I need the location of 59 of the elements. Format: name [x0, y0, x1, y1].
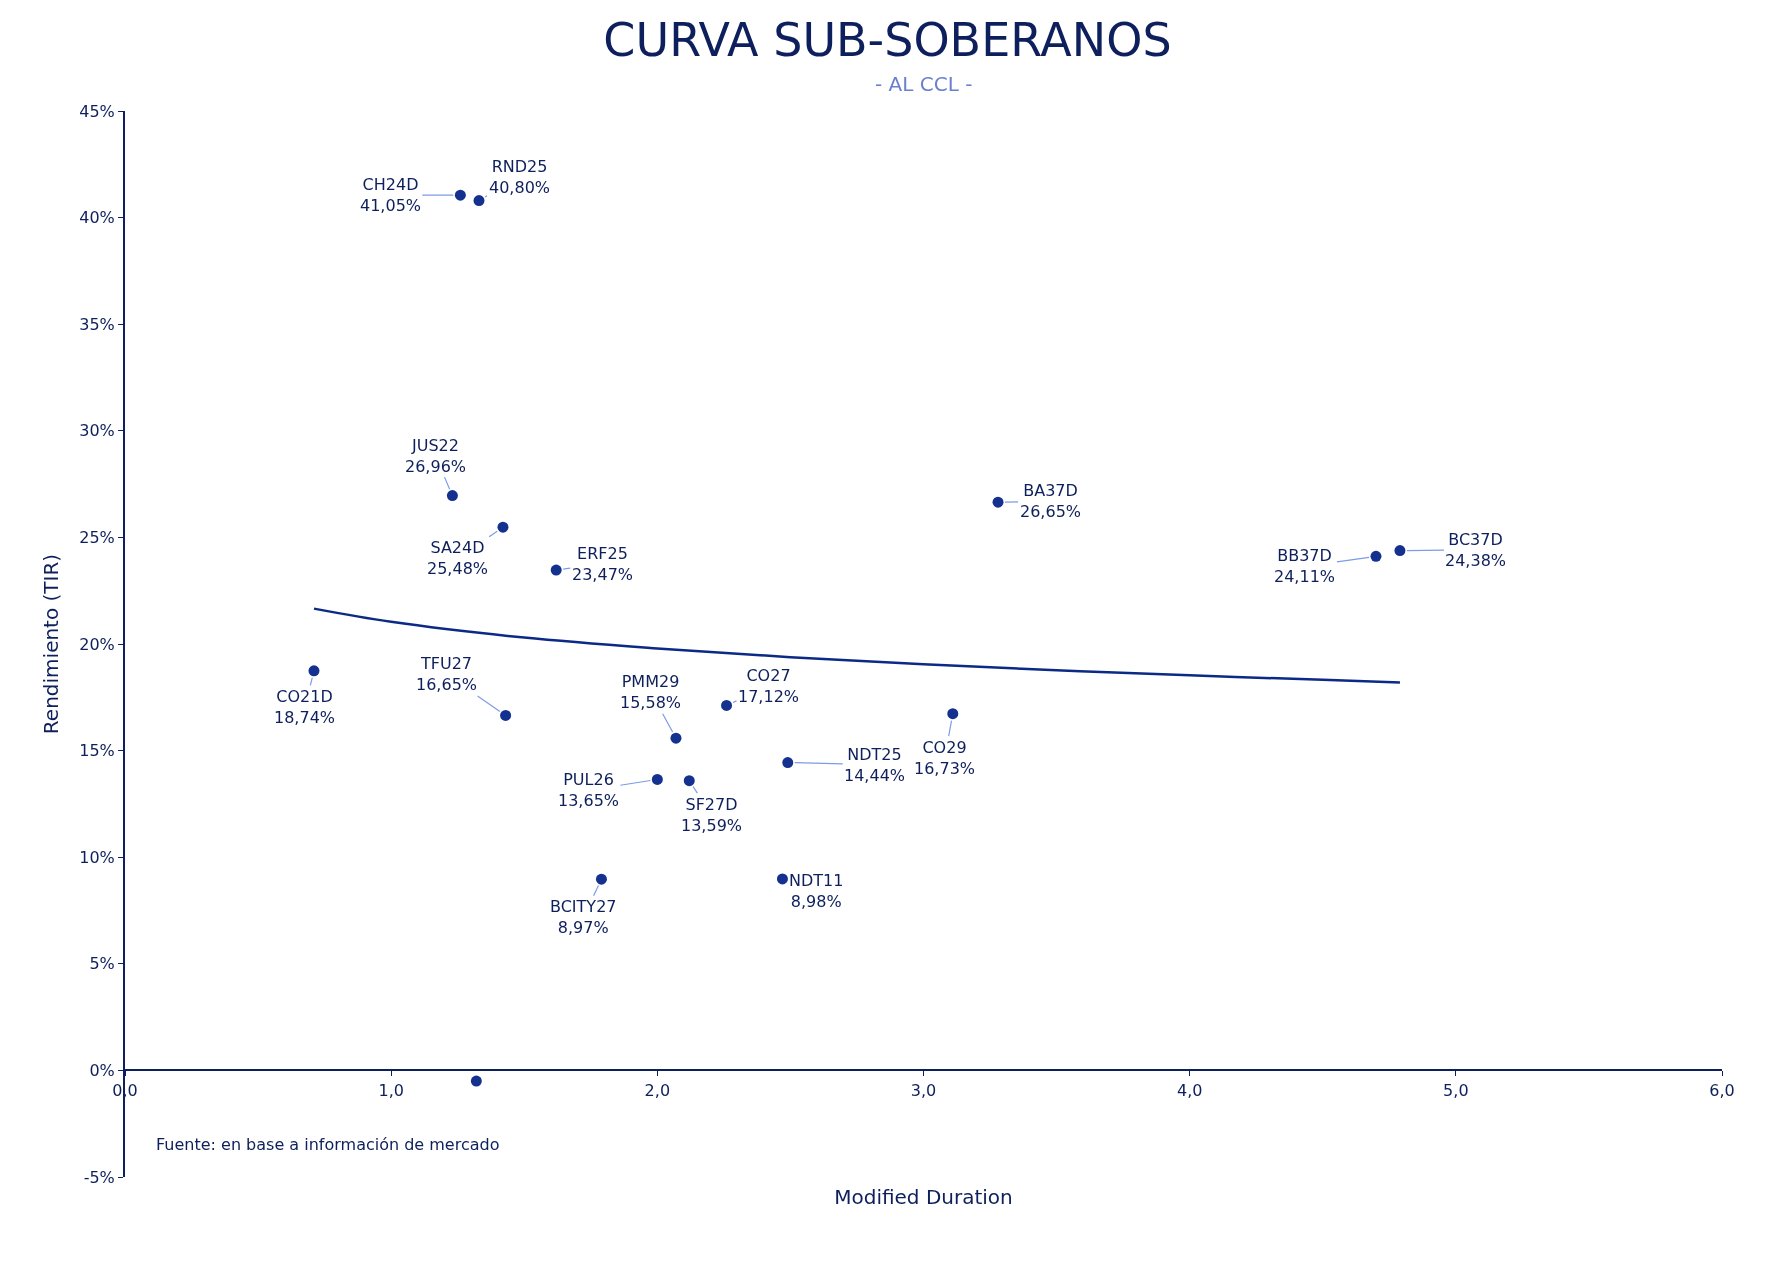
data-label: SF27D 13,59%: [681, 795, 743, 835]
y-tick-label: -5%: [83, 1167, 115, 1187]
data-label: BC37D 24,38%: [1445, 530, 1507, 570]
y-tick-label: 20%: [79, 634, 115, 654]
data-label: BCITY27 8,97%: [550, 897, 617, 937]
y-tick-label: 10%: [79, 847, 115, 867]
x-tick-label: 2,0: [644, 1080, 671, 1100]
data-label: ERF25 23,47%: [572, 544, 634, 584]
y-tick-label: 45%: [79, 101, 115, 121]
point: [454, 189, 466, 201]
point: [550, 564, 562, 576]
data-label: CO29 16,73%: [914, 738, 976, 778]
y-tick-label: 40%: [79, 208, 115, 228]
x-tick-label: 1,0: [378, 1080, 404, 1100]
x-tick-label: 5,0: [1443, 1080, 1469, 1100]
point: [670, 732, 682, 744]
data-label: PUL26 13,65%: [558, 770, 620, 810]
chart-subtitle: - AL CCL -: [875, 72, 973, 96]
x-axis-title: Modified Duration: [834, 1184, 1013, 1209]
point: [782, 757, 794, 769]
data-label: SA24D 25,48%: [427, 538, 489, 578]
data-label: CH24D 41,05%: [360, 175, 422, 215]
chart-title: CURVA SUB-SOBERANOS: [603, 13, 1172, 68]
point: [683, 775, 695, 787]
x-tick-label: 6,0: [1709, 1080, 1735, 1100]
data-label: NDT11 8,98%: [789, 871, 844, 911]
point: [1394, 545, 1406, 557]
data-label: NDT25 14,44%: [844, 745, 906, 785]
point: [595, 873, 607, 885]
y-tick-label: 0%: [89, 1061, 115, 1080]
point: [1370, 550, 1382, 562]
point: [497, 521, 509, 533]
x-tick-label: 4,0: [1176, 1080, 1203, 1100]
data-label: CO21D 18,74%: [274, 687, 336, 727]
data-label: JUS22 26,96%: [405, 436, 467, 476]
data-label: CO27 17,12%: [738, 666, 800, 706]
point: [721, 699, 733, 711]
data-label: BA37D 26,65%: [1020, 481, 1082, 521]
x-tick-label: 3,0: [910, 1080, 937, 1100]
y-tick-label: 5%: [89, 954, 115, 974]
data-label: BB37D 24,11%: [1274, 546, 1336, 586]
point: [651, 773, 663, 785]
y-axis-title: Rendimiento (TIR): [39, 553, 64, 735]
y-tick-label: 15%: [79, 741, 115, 761]
point: [473, 195, 485, 207]
point: [500, 709, 512, 721]
annotation: Fuente: en base a información de mercado: [156, 1135, 500, 1154]
y-tick-label: 25%: [79, 528, 115, 547]
point: [776, 873, 788, 885]
data-label: RND25 40,80%: [489, 157, 551, 197]
data-label: TFU27 16,65%: [416, 654, 478, 694]
point: [446, 490, 458, 502]
point: [947, 708, 959, 720]
point: [308, 665, 320, 677]
point: [992, 496, 1004, 508]
point: [470, 1075, 482, 1087]
y-tick-label: 35%: [79, 314, 115, 334]
y-tick-label: 30%: [79, 421, 115, 441]
data-label: PMM29 15,58%: [620, 672, 682, 712]
